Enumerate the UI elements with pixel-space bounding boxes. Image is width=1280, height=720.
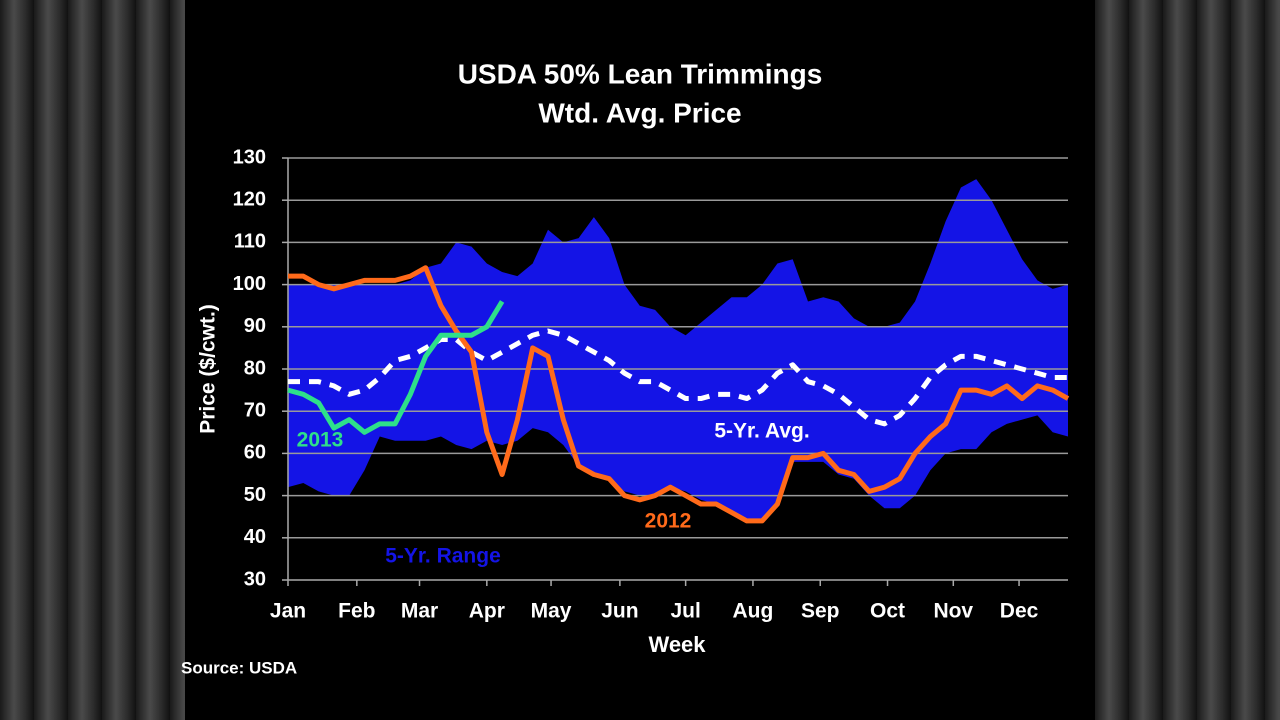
y-tick-label: 40	[244, 526, 266, 548]
x-tick-label: Dec	[1000, 600, 1039, 623]
curtain-right	[1095, 0, 1280, 720]
series-line	[288, 328, 1068, 427]
y-tick-label: 50	[244, 484, 266, 506]
series-label: 5-Yr. Range	[385, 545, 501, 568]
y-tick-label: 70	[244, 399, 266, 421]
chart-subtitle: Wtd. Avg. Price	[538, 97, 741, 128]
curtain-left	[0, 0, 185, 720]
x-tick-label: Mar	[401, 600, 438, 623]
series-label: 2013	[297, 429, 344, 452]
source-note: Source: USDA	[181, 658, 297, 677]
y-tick-label: 100	[233, 273, 266, 295]
series-label: 5-Yr. Avg.	[714, 420, 809, 443]
chart-title: USDA 50% Lean Trimmings	[458, 58, 823, 89]
series-line	[287, 300, 505, 435]
y-tick-label: 110	[234, 231, 266, 253]
y-tick-label: 130	[233, 146, 266, 168]
y-tick-label: 80	[244, 357, 266, 379]
series-line	[288, 265, 1070, 524]
x-tick-label: Feb	[338, 600, 375, 623]
x-tick-label: May	[531, 600, 572, 623]
range-band	[288, 179, 1068, 521]
y-axis-label: Price ($/cwt.)	[197, 304, 220, 434]
x-tick-label: Nov	[933, 600, 973, 623]
x-tick-label: Sep	[801, 600, 840, 623]
x-tick-label: Apr	[469, 600, 505, 623]
series-label: 2012	[645, 510, 692, 533]
y-tick-label: 90	[244, 315, 266, 337]
y-tick-label: 60	[244, 442, 266, 464]
y-tick-label: 120	[233, 188, 266, 210]
y-tick-label: 30	[244, 568, 266, 590]
x-tick-label: Oct	[870, 600, 905, 623]
x-axis-label: Week	[648, 632, 706, 657]
x-tick-label: Jan	[270, 600, 306, 623]
x-tick-label: Aug	[733, 600, 774, 623]
x-tick-label: Jun	[601, 600, 638, 623]
x-tick-label: Jul	[670, 600, 700, 623]
